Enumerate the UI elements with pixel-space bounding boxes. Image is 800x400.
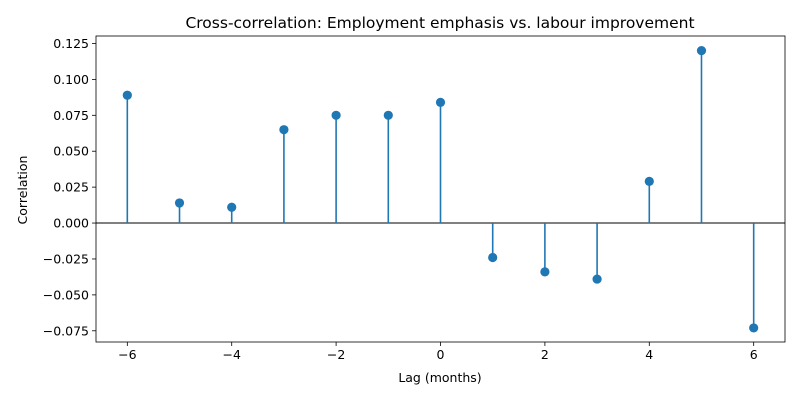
plot-area: −6 −4 −2 0 2 4 6 −0.075 −0.050 −0.025 0.000 0.025 0.… (43, 35, 786, 362)
y-tick-label: 0.075 (53, 108, 89, 123)
x-axis-label: Lag (months) (398, 370, 481, 385)
stem-marker (331, 110, 341, 120)
y-tick-label: −0.025 (43, 251, 89, 266)
stem-marker (122, 90, 132, 100)
x-tick-label: 0 (437, 347, 445, 362)
x-tick-label: 6 (750, 347, 758, 362)
stem-marker (540, 267, 550, 277)
stem-marker (749, 323, 759, 333)
y-axis-label: Correlation (15, 156, 30, 225)
stem-marker (174, 198, 185, 208)
stem-marker (592, 274, 602, 284)
x-tick-label: 2 (541, 347, 549, 362)
x-tick-label: 4 (645, 347, 653, 362)
x-tick-label: −6 (118, 347, 136, 362)
stem-marker (383, 110, 393, 120)
stem-marker (227, 202, 237, 212)
x-tick-label: −4 (222, 347, 240, 362)
y-tick-label: 0.000 (53, 216, 89, 231)
stem-marker (488, 252, 498, 263)
stem-marker (435, 97, 446, 107)
chart-title: Cross-correlation: Employment emphasis v… (185, 14, 694, 32)
y-tick-label: 0.025 (53, 180, 89, 195)
y-tick-label: −0.075 (43, 323, 89, 338)
stem-marker (644, 176, 654, 186)
axes-frame (95, 35, 786, 343)
y-tick-label: 0.100 (53, 72, 89, 87)
stem-marker (696, 46, 707, 56)
y-tick-label: 0.050 (53, 144, 89, 159)
x-tick-label: −2 (327, 347, 345, 362)
y-tick-label: 0.125 (53, 36, 89, 51)
y-tick-label: −0.050 (43, 287, 89, 302)
stem-marker (279, 125, 289, 135)
